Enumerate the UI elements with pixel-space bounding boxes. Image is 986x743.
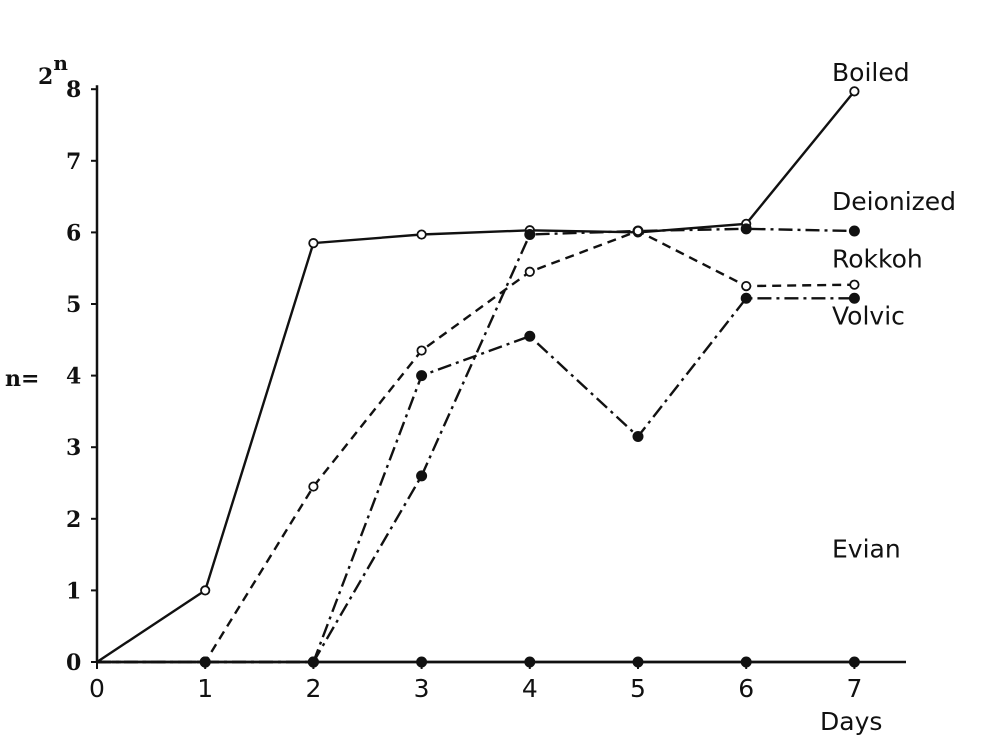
data-point (308, 238, 319, 249)
x-tick-label: 1 (197, 674, 213, 703)
data-point (199, 656, 211, 668)
y-tick-label: 4 (66, 364, 81, 390)
data-point (848, 225, 860, 237)
x-tick-label: 6 (738, 674, 754, 703)
data-point (848, 292, 860, 304)
y-tick-label: 1 (66, 578, 81, 604)
data-point (307, 656, 319, 668)
series-label-volvic: Volvic (832, 302, 905, 331)
data-point (849, 86, 860, 97)
series-label-boiled: Boiled (832, 58, 910, 87)
data-point (524, 229, 536, 241)
data-point (740, 656, 752, 668)
data-point (416, 370, 428, 382)
series-label-rokkoh: Rokkoh (832, 244, 923, 273)
data-point (524, 266, 535, 277)
x-tick-label: 7 (846, 674, 862, 703)
series-layer (96, 86, 860, 668)
data-point (632, 430, 644, 442)
data-point (524, 330, 536, 342)
series-labels: Boiled Deionized Rokkoh Volvic Evian (832, 58, 956, 563)
axes: 0 1 2 3 4 5 6 7 8 0 1 2 3 4 5 6 7 (66, 77, 906, 703)
x-tick-label: 0 (89, 674, 105, 703)
data-point (849, 279, 860, 290)
data-point (632, 225, 644, 237)
series-boiled (96, 86, 860, 664)
x-axis-title: Days (820, 707, 882, 736)
y-tick-label: 2 (66, 507, 81, 533)
series-rokkoh (97, 225, 860, 668)
y-tick-label: 6 (66, 220, 81, 246)
data-point (200, 585, 211, 596)
data-point (632, 656, 644, 668)
x-tick-label: 2 (305, 674, 321, 703)
y-axis-side-label: n= (5, 366, 39, 392)
series-label-evian: Evian (832, 534, 901, 563)
series-label-deionized: Deionized (832, 187, 956, 216)
y-tick-label: 8 (66, 77, 81, 103)
data-point (416, 656, 428, 668)
y-tick-label: 5 (66, 292, 81, 318)
data-point (416, 229, 427, 240)
data-point (524, 656, 536, 668)
y-axis-title: 2n (38, 51, 68, 90)
series-line-rokkoh (97, 229, 855, 664)
y-tick-label: 3 (66, 435, 81, 461)
data-point (308, 481, 319, 492)
series-line-boiled (96, 90, 856, 664)
series-line-deionized (97, 227, 855, 664)
x-tick-label: 3 (414, 674, 430, 703)
data-point (416, 470, 428, 482)
x-tick-label: 5 (630, 674, 646, 703)
data-point (740, 223, 752, 235)
y-tick-label: 0 (66, 650, 81, 676)
series-evian (97, 656, 860, 668)
data-point (416, 345, 427, 356)
data-point (740, 292, 752, 304)
y-tick-label: 7 (66, 149, 81, 175)
data-point (741, 280, 752, 292)
x-tick-label: 4 (522, 674, 538, 703)
data-point (848, 656, 860, 668)
series-line-volvic (97, 297, 855, 664)
